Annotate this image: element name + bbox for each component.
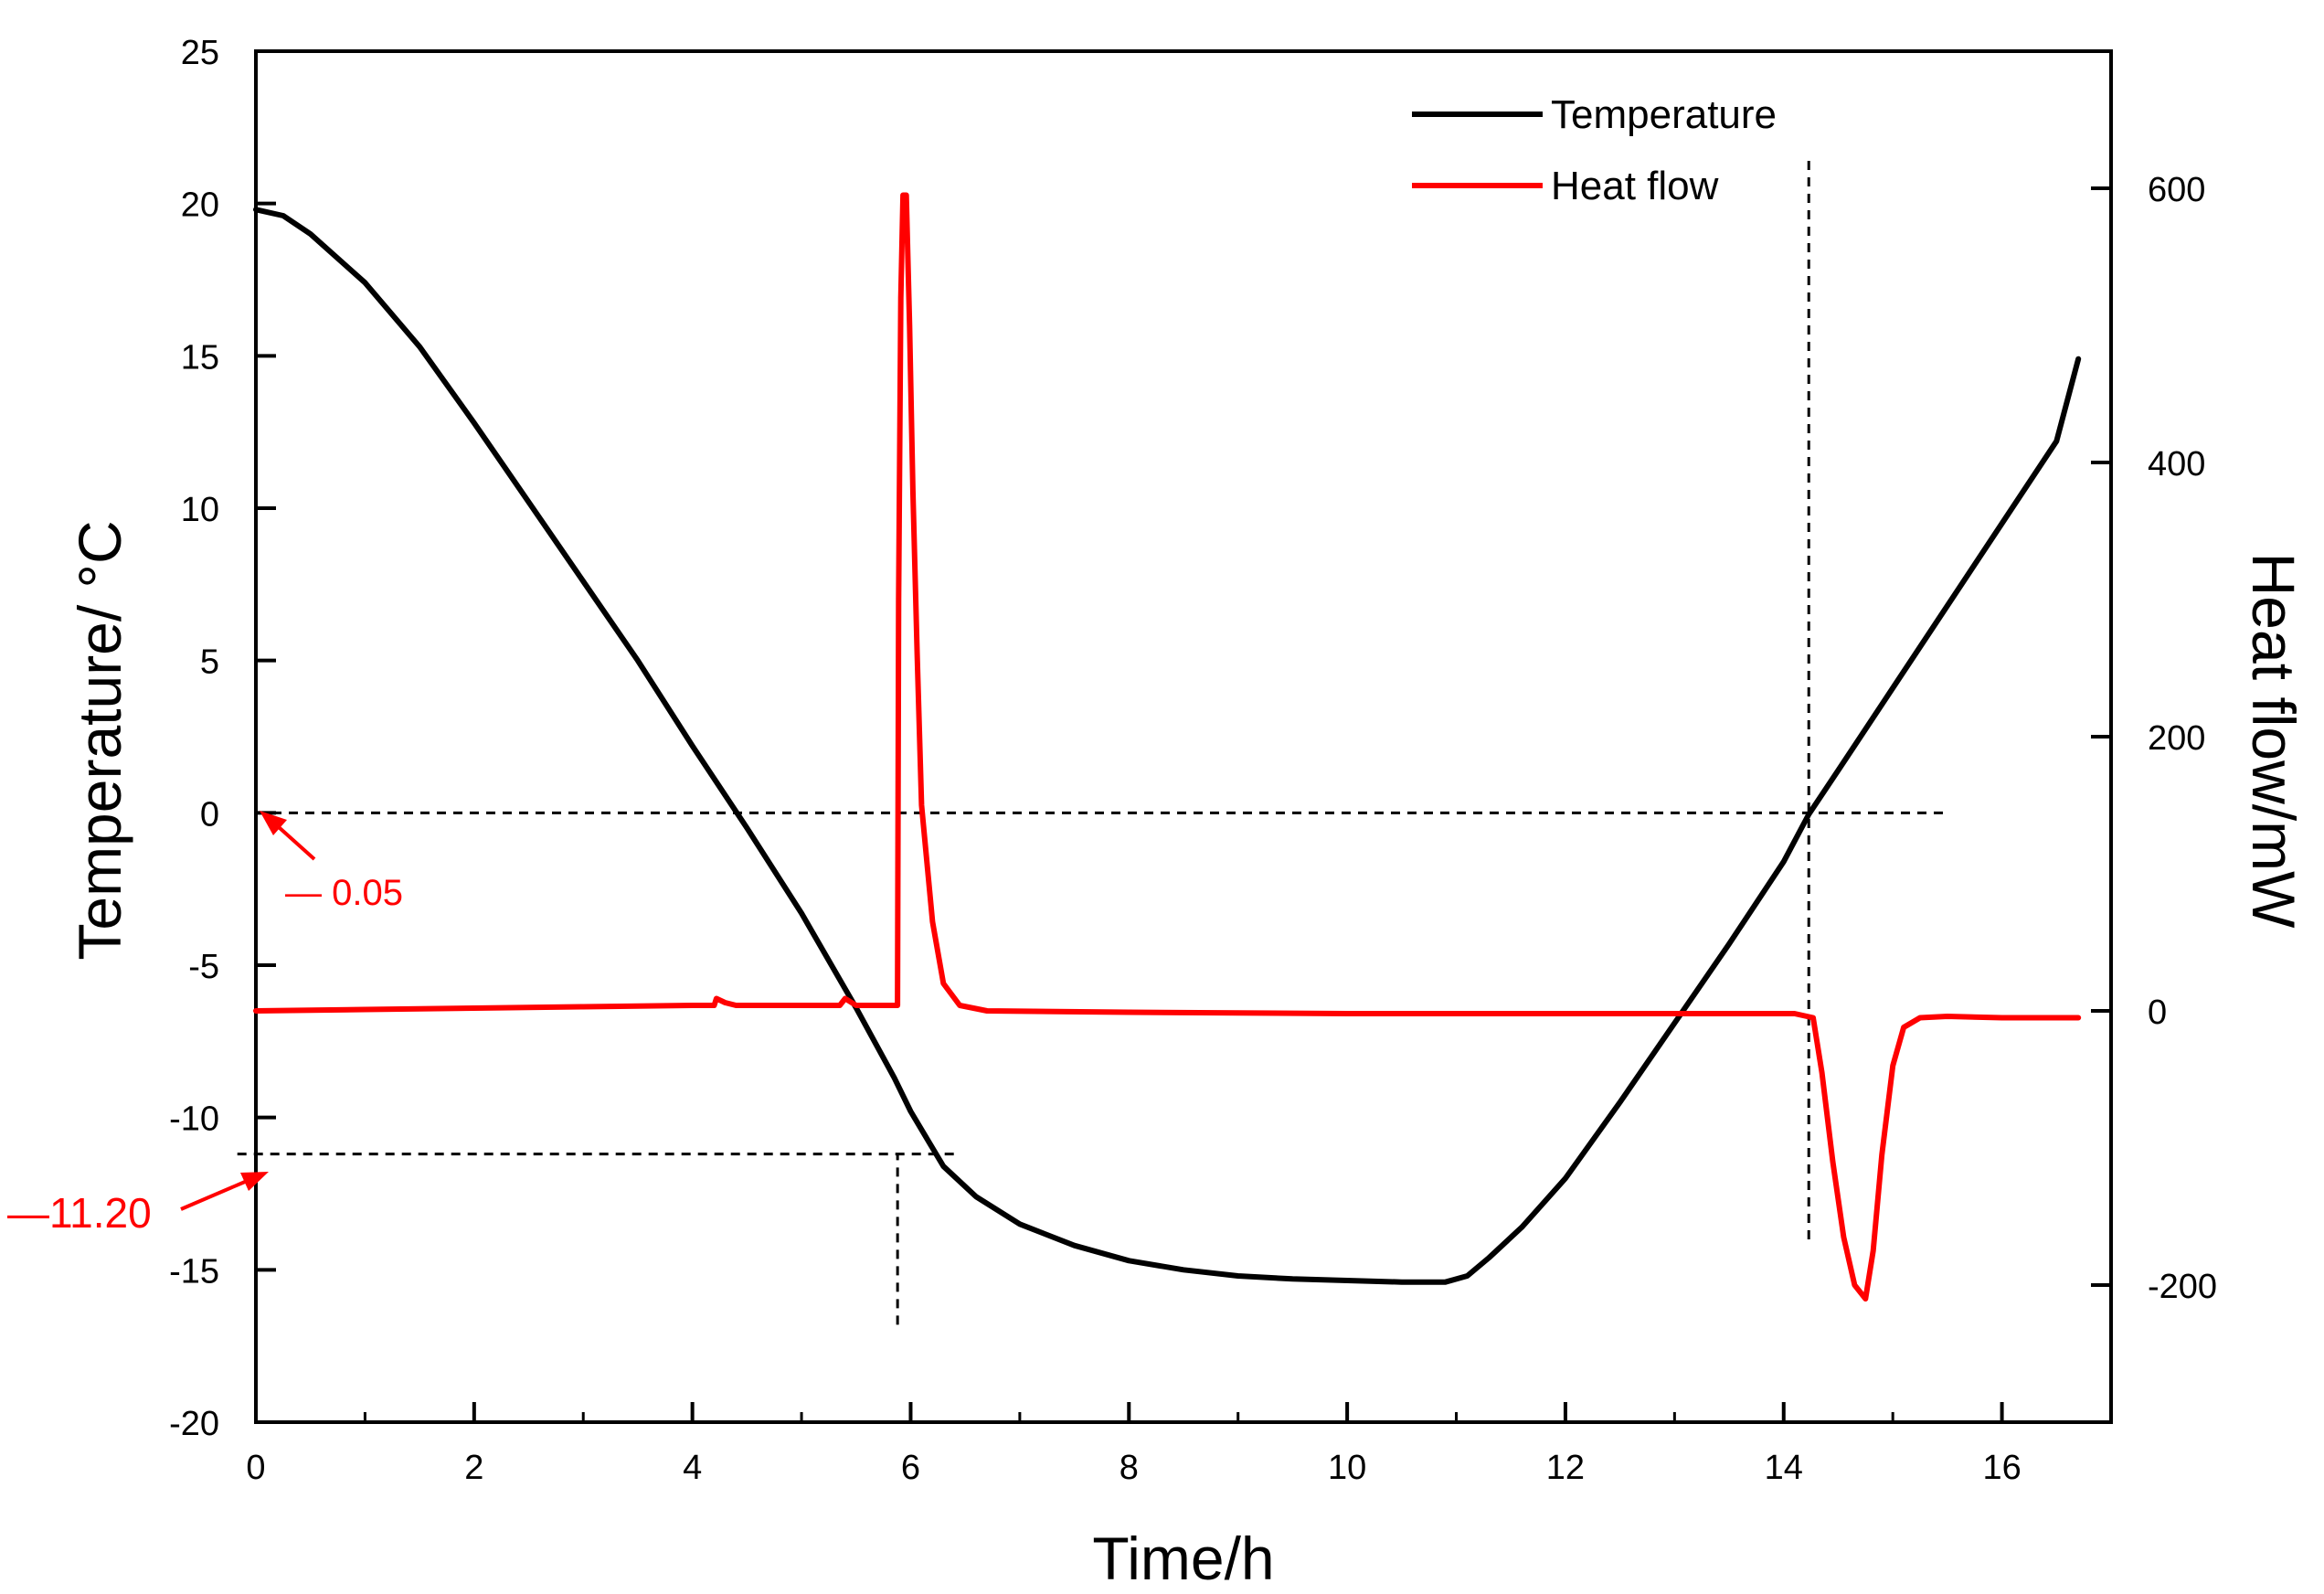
legend-label-temperature: Temperature bbox=[1551, 92, 1777, 137]
plot-frame bbox=[254, 49, 2113, 1424]
left-y-tick-label: -15 bbox=[169, 1252, 219, 1291]
series-line-temperature bbox=[253, 207, 2082, 1285]
x-axis: 0 2 4 6 8 10 12 14 16 bbox=[246, 1402, 2022, 1487]
left-y-tick-label: 0 bbox=[200, 795, 219, 834]
legend: Temperature Heat flow bbox=[1412, 92, 1777, 208]
right-y-tick-label: 400 bbox=[2148, 445, 2205, 484]
left-y-tick-label: -10 bbox=[169, 1100, 219, 1139]
right-y-axis: -200 0 200 400 600 bbox=[2091, 171, 2217, 1306]
x-tick-label: 12 bbox=[1546, 1449, 1585, 1487]
right-y-axis-title: Heat flow/mW bbox=[2240, 553, 2308, 929]
x-tick-label: 0 bbox=[246, 1449, 265, 1487]
annotation-arrowhead bbox=[240, 1172, 269, 1191]
annotation-0-05: — 0.05 bbox=[260, 811, 403, 913]
annotation-label-11-20: —11.20 bbox=[7, 1189, 152, 1237]
x-tick-label: 8 bbox=[1120, 1449, 1139, 1487]
series-line-heat-flow bbox=[253, 192, 2082, 1302]
annotation-label-0-05: — 0.05 bbox=[285, 873, 403, 913]
x-axis-title: Time/h bbox=[1092, 1525, 1274, 1592]
x-tick-label: 16 bbox=[1982, 1449, 2021, 1487]
left-y-tick-label: 20 bbox=[181, 186, 219, 225]
left-y-tick-label: 15 bbox=[181, 338, 219, 377]
annotation-arrow-shaft bbox=[277, 825, 316, 861]
right-y-tick-label: -200 bbox=[2148, 1268, 2217, 1306]
left-y-axis-title: Temperature/ °C bbox=[66, 520, 133, 960]
right-y-tick-label: 200 bbox=[2148, 719, 2205, 758]
legend-label-heat-flow: Heat flow bbox=[1551, 164, 1719, 208]
annotation-arrow-shaft bbox=[180, 1180, 246, 1211]
annotation-arrowhead bbox=[260, 811, 287, 835]
series-layer bbox=[253, 192, 2082, 1302]
annotation-11-20: —11.20 bbox=[7, 1172, 269, 1237]
left-y-axis: -20 -15 -10 -5 0 5 10 15 20 25 bbox=[169, 34, 276, 1443]
x-tick-label: 2 bbox=[464, 1449, 483, 1487]
left-y-tick-label: 25 bbox=[181, 34, 219, 72]
left-y-tick-label: -5 bbox=[188, 948, 219, 986]
left-y-tick-label: 10 bbox=[181, 491, 219, 529]
x-tick-label: 14 bbox=[1765, 1449, 1803, 1487]
left-y-tick-label: 5 bbox=[200, 643, 219, 682]
x-tick-label: 4 bbox=[683, 1449, 702, 1487]
reference-lines bbox=[237, 157, 1947, 1325]
x-tick-label: 6 bbox=[901, 1449, 920, 1487]
right-y-tick-label: 600 bbox=[2148, 171, 2205, 209]
right-y-tick-label: 0 bbox=[2148, 994, 2167, 1032]
left-y-tick-label: -20 bbox=[169, 1405, 219, 1443]
x-tick-label: 10 bbox=[1328, 1449, 1366, 1487]
